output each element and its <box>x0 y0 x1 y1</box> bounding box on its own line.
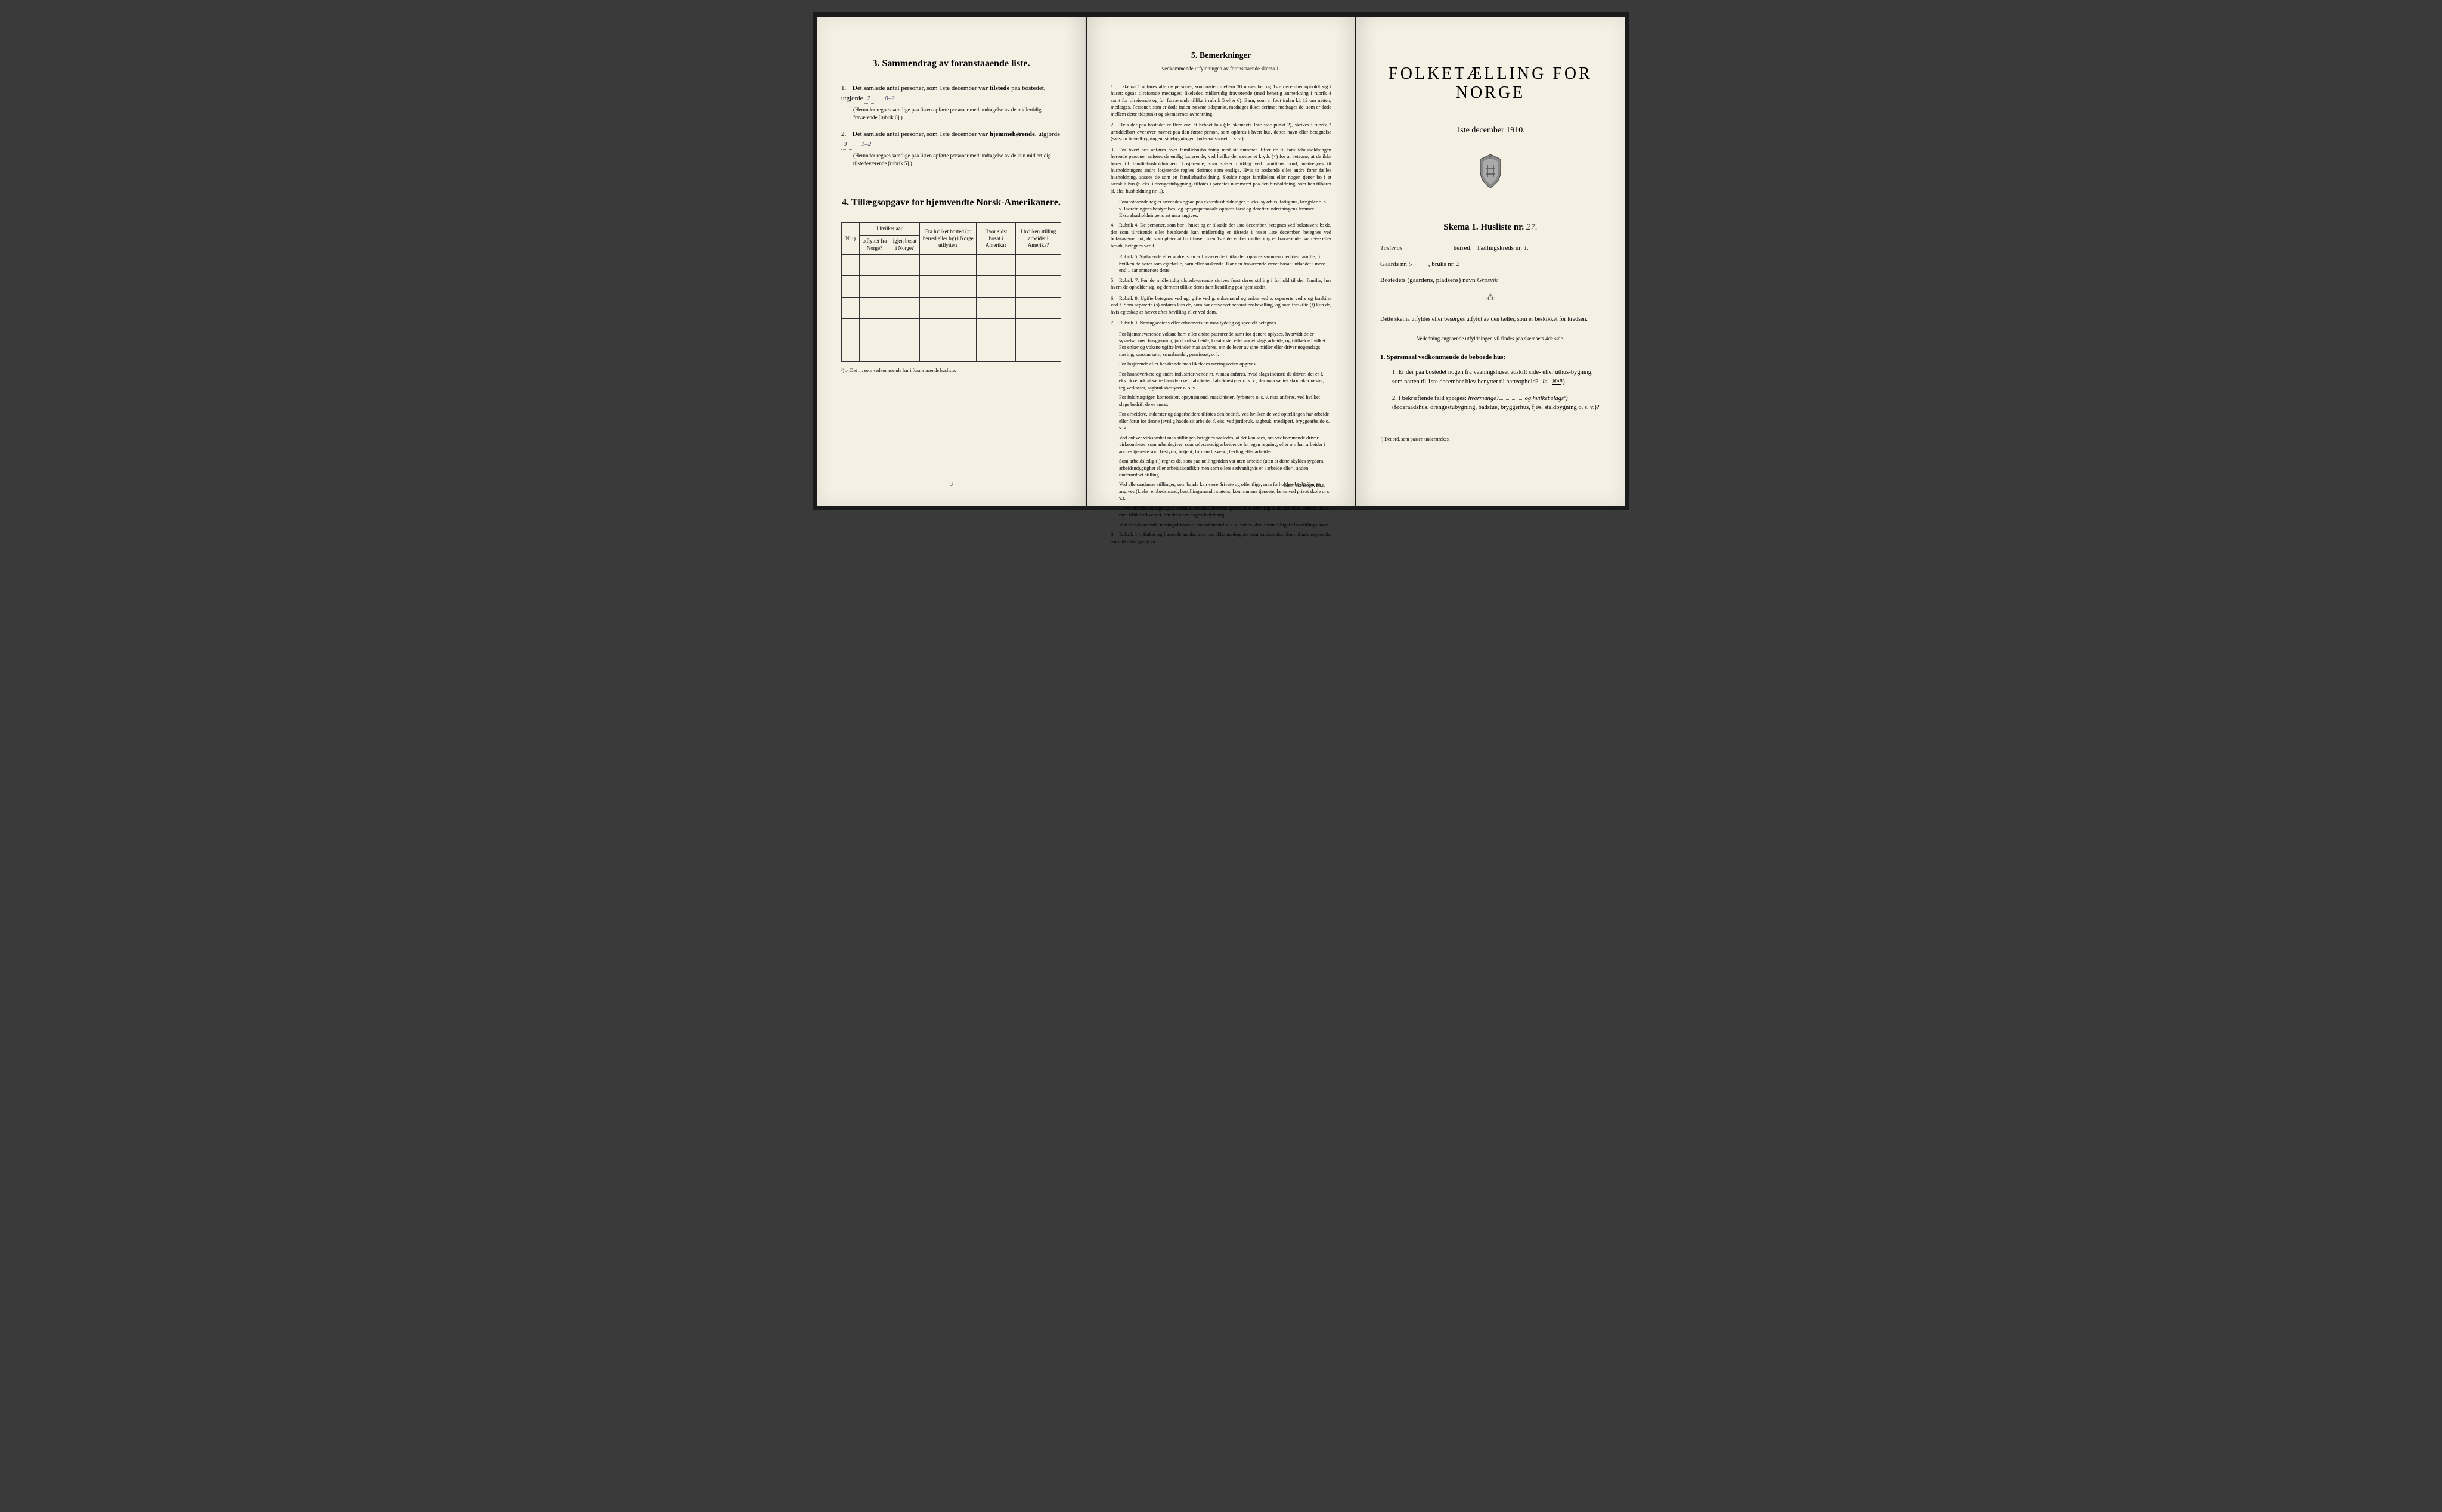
col-c: Hvor sidst bosat i Amerika? <box>977 223 1016 255</box>
bruks-value: 2 <box>1456 261 1474 268</box>
imprint: Steen'ske Bogtr. Kr.a. <box>1284 482 1325 488</box>
table-footnote: ¹) ɔ: Det nr. som vedkommende har i fora… <box>841 368 1061 373</box>
item2-value: 3 <box>841 140 853 150</box>
crest-icon <box>1380 153 1601 192</box>
question-section: 1. Spørsmaal vedkommende de beboede hus:… <box>1380 354 1601 413</box>
herred-value: Tusterus <box>1380 244 1452 252</box>
remark-indent: Lever man hovedsagelig av formue, pensio… <box>1119 505 1331 519</box>
remark-item: 5.Rubrik 7. For de midlertidig tilstedev… <box>1111 277 1331 291</box>
remark-item: 2.Hvis der paa bostedet er flere end ét … <box>1111 122 1331 142</box>
remark-indent: Som arbeidsledig (l) regnes de, som paa … <box>1119 458 1331 478</box>
book-spread: 3. Sammendrag av foranstaaende liste. 1.… <box>813 12 1629 510</box>
item1-annotation: 0–2 <box>885 95 895 102</box>
section4-heading: 4. Tillægsopgave for hjemvendte Norsk-Am… <box>841 197 1061 208</box>
q1-nei-answer: Nei <box>1552 379 1561 385</box>
remark-indent: Foranstaaende regler anvendes ogsaa paa … <box>1119 199 1331 219</box>
herred-line: Tusterus herred. Tællingskreds nr. 1. <box>1380 244 1601 252</box>
question-1: 1. Er der paa bostedet nogen fra vaaning… <box>1392 368 1601 387</box>
section5-heading: 5. Bemerkninger <box>1111 51 1331 61</box>
table-row <box>842 298 1061 319</box>
remark-item: 4.Rubrik 4. De personer, som bor i huset… <box>1111 222 1331 249</box>
table-row <box>842 340 1061 362</box>
husliste-nr: 27. <box>1526 222 1538 232</box>
kreds-value: 1. <box>1524 244 1542 252</box>
gaards-line: Gaards nr. 5 , bruks nr. 2 <box>1380 261 1601 268</box>
question-2: 2. I bekræftende fald spørges: hvormange… <box>1392 394 1601 413</box>
remark-item: 7.Rubrik 9. Næringsveiens eller erhverve… <box>1111 320 1331 326</box>
remark-indent: For arbeidere, inderster og dagarbeidere… <box>1119 411 1331 431</box>
col-a-top: I hvilket aar <box>860 223 920 236</box>
remark-item: 8.Rubrik 14. Sinker og lignende aandsslø… <box>1111 531 1331 545</box>
page-middle: 5. Bemerkninger vedkommende utfyldningen… <box>1087 17 1355 506</box>
col-d: I hvilken stilling arbeidet i Amerika? <box>1015 223 1061 255</box>
col-a2: igjen bosat i Norge? <box>890 236 919 255</box>
flourish-icon: ⁂ <box>1380 293 1601 303</box>
remark-item: 1.I skema 1 anføres alle de personer, so… <box>1111 83 1331 117</box>
page-number-left: 3 <box>950 481 953 488</box>
page-right: FOLKETÆLLING FOR NORGE 1ste december 191… <box>1356 17 1625 506</box>
skema-line: Skema 1. Husliste nr. 27. <box>1380 222 1601 233</box>
table-container: Nr.¹) I hvilket aar Fra hvilket bosted (… <box>841 222 1061 373</box>
main-title: FOLKETÆLLING FOR NORGE <box>1380 64 1601 103</box>
bosted-value: Grøsvik <box>1477 277 1548 284</box>
sub-instruction: Veiledning angaaende utfyldningen vil fi… <box>1380 336 1601 342</box>
section3-item2: 2. Det samlede antal personer, som 1ste … <box>841 129 1061 167</box>
remark-indent: Ved forhenværende næringsdrivende, embed… <box>1119 522 1331 528</box>
date-line: 1ste december 1910. <box>1380 126 1601 135</box>
remark-item: 3.For hvert hus anføres hver familiehush… <box>1111 147 1331 194</box>
section3-item1: 1. Det samlede antal personer, som 1ste … <box>841 83 1061 121</box>
section3-heading: 3. Sammendrag av foranstaaende liste. <box>841 58 1061 69</box>
gaards-value: 5 <box>1409 261 1427 268</box>
remark-indent: For losjerende eller besøkende maa likel… <box>1119 361 1331 367</box>
remark-indent: Rubrik 6. Sjøfarende eller andre, som er… <box>1119 253 1331 274</box>
remark-indent: For hjemmeværende voksne barn eller andr… <box>1119 331 1331 358</box>
bosted-line: Bostedets (gaardens, pladsens) navn Grøs… <box>1380 277 1601 284</box>
instruction-text: Dette skema utfyldes eller besørges utfy… <box>1380 315 1601 324</box>
table-row <box>842 276 1061 298</box>
item2-annotation: 1–2 <box>861 141 872 148</box>
remark-indent: For fuldmægtiger, kontorister, opsynsmæn… <box>1119 394 1331 408</box>
item1-value: 2 <box>864 94 876 104</box>
table-row <box>842 255 1061 276</box>
table-row <box>842 319 1061 340</box>
col-nr: Nr.¹) <box>842 223 860 255</box>
remark-indent: For haandverkere og andre industridriven… <box>1119 371 1331 391</box>
col-a1: utflyttet fra Norge? <box>860 236 890 255</box>
remark-indent: Ved enhver virksomhet maa stillingen bet… <box>1119 435 1331 455</box>
page-left: 3. Sammendrag av foranstaaende liste. 1.… <box>817 17 1086 506</box>
col-b: Fra hvilket bosted (ɔ: herred eller by) … <box>920 223 977 255</box>
remark-item: 6.Rubrik 8. Ugifte betegnes ved ug, gift… <box>1111 295 1331 315</box>
q-heading: 1. Spørsmaal vedkommende de beboede hus: <box>1380 354 1601 361</box>
remarks-list: 1.I skema 1 anføres alle de personer, so… <box>1111 83 1331 545</box>
tillaeg-table: Nr.¹) I hvilket aar Fra hvilket bosted (… <box>841 222 1061 362</box>
page-number-middle: 4 <box>1220 481 1223 488</box>
right-footnote: ¹) Det ord, som passer, understrekes. <box>1380 436 1601 442</box>
section5-subheading: vedkommende utfyldningen av foranstaaend… <box>1111 66 1331 72</box>
